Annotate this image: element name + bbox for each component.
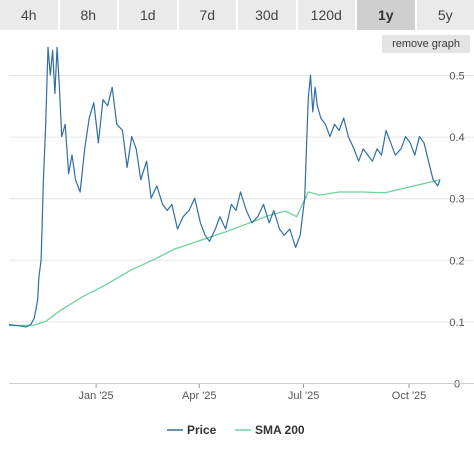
y-tick-label: 0.4 — [449, 132, 464, 144]
x-tick-label: Oct '25 — [392, 390, 427, 402]
tab-30d[interactable]: 30d — [238, 0, 296, 30]
sma-200-line — [8, 179, 441, 327]
tab-1y[interactable]: 1y — [357, 0, 415, 30]
x-tick-label: Jan '25 — [79, 390, 114, 402]
y-tick-label: 0.2 — [449, 255, 464, 267]
tab-7d[interactable]: 7d — [178, 0, 236, 30]
y-tick-label: 0 — [454, 379, 460, 391]
range-tabs: 4h 8h 1d 7d 30d 120d 1y 5y — [0, 0, 474, 30]
tab-8h[interactable]: 8h — [59, 0, 117, 30]
price-line — [8, 46, 441, 328]
y-tick-label: 0.1 — [449, 317, 464, 329]
tab-1d[interactable]: 1d — [119, 0, 177, 30]
x-tick-label: Jul '25 — [288, 390, 319, 402]
tab-4h[interactable]: 4h — [0, 0, 58, 30]
y-tick-label: 0.3 — [449, 194, 464, 206]
remove-graph-button[interactable]: remove graph — [382, 35, 470, 53]
tab-120d[interactable]: 120d — [297, 0, 355, 30]
tab-5y[interactable]: 5y — [416, 0, 474, 30]
legend-label-price: Price — [187, 423, 217, 437]
legend-label-sma-200: SMA 200 — [255, 423, 305, 437]
y-tick-label: 0.5 — [449, 71, 464, 83]
x-tick-label: Apr '25 — [182, 390, 217, 402]
